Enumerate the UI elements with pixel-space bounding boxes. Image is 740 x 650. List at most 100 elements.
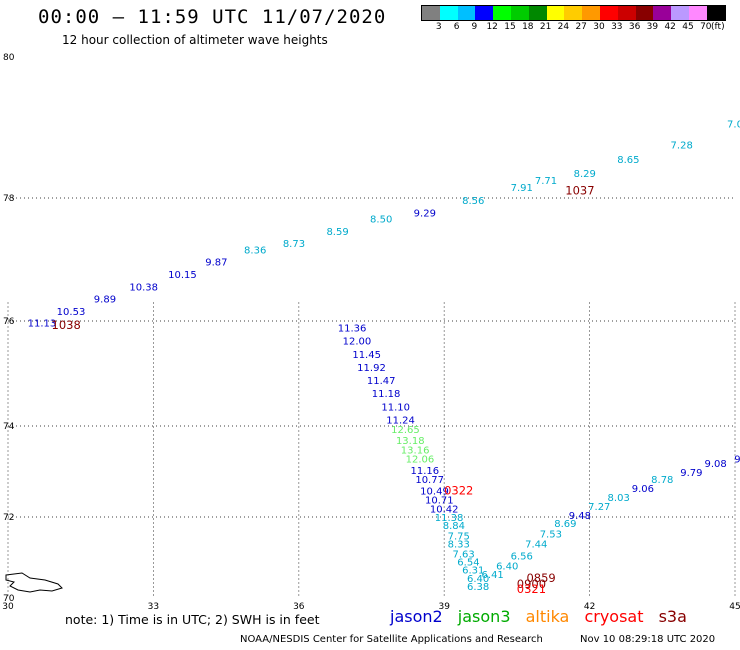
wave-height-label: 8.33	[448, 539, 470, 550]
legend-altika: altika	[525, 607, 570, 626]
wave-height-label: 9.08	[704, 459, 726, 470]
satellite-legend: jason2 jason3 altika cryosat s3a	[390, 607, 697, 626]
wave-height-label: 10.53	[57, 307, 86, 318]
wave-height-label: 7.53	[540, 529, 562, 540]
color-swatch	[546, 6, 565, 20]
svalbard-coast-outline	[5, 572, 63, 593]
wave-height-label: 11.10	[381, 402, 410, 413]
wave-height-label: 8.78	[651, 475, 673, 486]
wave-height-label: 9.29	[414, 208, 436, 219]
wave-height-label: 11.92	[357, 363, 386, 374]
wave-height-label: 7.0	[727, 120, 740, 131]
wave-height-label: 7.75	[448, 531, 470, 542]
color-scale-label: 12	[486, 22, 498, 32]
color-swatch	[706, 6, 725, 20]
wave-height-labels: 7.0 7.28 8.65 8.29 7.717.91 8.56 9.29 8.50 8.59 8…	[28, 120, 740, 593]
wave-height-label: 9.79	[680, 468, 702, 479]
generation-timestamp: Nov 10 08:29:18 UTC 2020	[580, 634, 716, 645]
wave-height-label: 8.29	[574, 169, 596, 180]
color-scale-label: 30	[593, 22, 605, 32]
color-swatch	[475, 6, 494, 20]
color-scale-label: 3	[435, 22, 442, 32]
wave-height-label: 11.38	[435, 513, 464, 524]
lat-tick-label: 70	[3, 594, 15, 604]
wave-height-label: 6.41	[482, 570, 504, 581]
color-swatch	[564, 6, 583, 20]
color-scale-label: 21	[539, 22, 552, 32]
wave-height-label: 11.45	[352, 350, 381, 361]
lon-tick-label: 36	[293, 602, 305, 612]
wave-height-label: 7.71	[535, 176, 557, 187]
wave-height-label: 7.91	[511, 183, 533, 194]
color-swatch	[493, 6, 511, 20]
wave-height-label: 13.16	[401, 445, 430, 456]
color-scale-label: 6	[453, 22, 460, 32]
wave-height-label: 6.31	[462, 566, 484, 577]
wave-height-label: 9.89	[94, 295, 116, 306]
color-swatch	[599, 6, 618, 20]
color-swatch	[528, 6, 547, 20]
color-scale-bar	[421, 5, 726, 21]
color-scale-label: 9	[471, 22, 478, 32]
wave-height-label: 11.47	[367, 376, 396, 387]
color-scale-label: 70	[700, 22, 712, 32]
wave-height-label: 10.15	[168, 270, 197, 281]
wave-height-label: 6.56	[511, 552, 533, 563]
wave-height-label: 8.36	[244, 245, 266, 256]
wave-height-label: 9.48	[569, 511, 591, 522]
axis-ticks: 30 33 36 39 42 45 70 72 74 76 78 80	[2, 53, 740, 612]
legend-s3a: s3a	[658, 607, 687, 626]
pass-time-label: 0859	[526, 571, 555, 585]
wave-height-label: 7.44	[525, 539, 547, 550]
legend-cryosat: cryosat	[584, 607, 644, 626]
pass-time-label: 0322	[444, 483, 473, 497]
wave-height-label: 8.73	[283, 239, 305, 250]
color-swatch	[671, 6, 689, 20]
wave-height-label: 8.65	[617, 155, 639, 166]
wave-height-label: 8.56	[462, 196, 484, 207]
pass-time-label: 0321	[517, 582, 546, 596]
color-swatch	[422, 6, 440, 20]
wave-height-label: 8.50	[370, 215, 392, 226]
color-swatch	[582, 6, 600, 20]
color-scale-label: 39	[646, 22, 659, 32]
legend-jason2: jason2	[390, 607, 443, 626]
wave-height-label: 8.69	[554, 519, 576, 530]
color-swatch	[510, 6, 529, 20]
wave-height-label: 6.40	[467, 574, 489, 585]
wave-height-label: 7.28	[671, 141, 693, 152]
color-swatch	[439, 6, 458, 20]
wave-height-label: 10.77	[415, 475, 444, 486]
color-scale-label: 42	[664, 22, 676, 32]
color-scale-label: 18	[522, 22, 534, 32]
page-title: 00:00 – 11:59 UTC 11/07/2020	[38, 6, 387, 28]
wave-height-label: 9.06	[632, 484, 654, 495]
wave-height-label: 6.54	[457, 558, 479, 569]
wave-height-label: 12.00	[343, 337, 372, 348]
legend-jason3: jason3	[457, 607, 511, 626]
color-scale-label: 27	[575, 22, 587, 32]
lat-tick-label: 78	[3, 194, 15, 204]
lon-tick-label: 45	[729, 602, 740, 612]
wave-height-label: 8.84	[443, 521, 465, 532]
footer-note: note: 1) Time is in UTC; 2) SWH is in fe…	[65, 612, 320, 627]
wave-height-label: 10.49	[420, 486, 449, 497]
wave-height-label: 8.59	[326, 227, 348, 238]
lon-tick-label: 39	[438, 602, 450, 612]
lon-tick-label: 30	[2, 602, 14, 612]
pass-time-label: 1038	[52, 318, 81, 332]
color-scale-labels: 3 6 9 12 15 18 21 24 27 30 33 36 39 42 45 70 (ft)	[421, 22, 740, 34]
lat-tick-label: 76	[3, 317, 15, 327]
wave-height-label: 9	[734, 454, 740, 465]
lon-tick-label: 33	[148, 602, 159, 612]
color-swatch	[635, 6, 654, 20]
color-scale-label: 45	[682, 22, 694, 32]
wave-height-label: 9.87	[205, 258, 227, 269]
lat-tick-label: 80	[3, 53, 15, 63]
wave-height-label: 11.24	[386, 415, 415, 426]
lat-tick-label: 74	[3, 422, 15, 432]
wave-height-label: 11.16	[410, 466, 439, 477]
wave-height-label: 7.27	[588, 502, 610, 513]
